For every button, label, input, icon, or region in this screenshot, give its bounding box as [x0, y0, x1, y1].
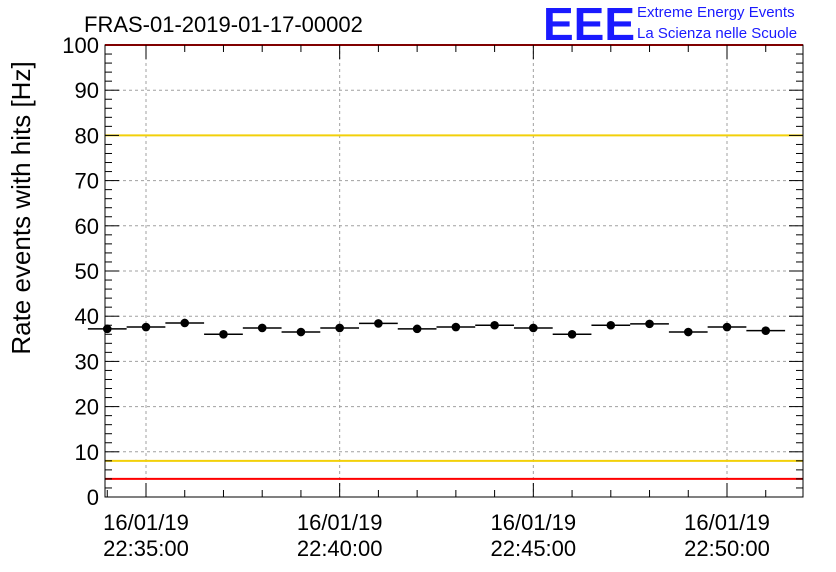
x-tick-date: 16/01/19: [491, 510, 577, 535]
y-tick-labels: 0 10 20 30 40 50 60 70 80 90 100: [62, 33, 99, 510]
data-point: [412, 324, 422, 334]
data-points: [87, 318, 786, 339]
data-point: [257, 323, 267, 333]
y-tick-label: 30: [75, 349, 99, 374]
y-tick-label: 60: [75, 214, 99, 239]
eee-logo: EEE Extreme Energy Events La Scienza nel…: [543, 0, 797, 50]
x-tick-date: 16/01/19: [684, 510, 770, 535]
eee-logo-mark: EEE: [543, 0, 635, 50]
x-tick-date: 16/01/19: [297, 510, 383, 535]
x-tick-label: 16/01/19 22:45:00: [491, 510, 577, 561]
y-tick-label: 10: [75, 440, 99, 465]
data-point: [180, 318, 190, 328]
x-tick-date: 16/01/19: [103, 510, 189, 535]
data-point: [761, 326, 771, 335]
reference-lines: [105, 44, 803, 480]
x-tick-label: 16/01/19 22:40:00: [297, 510, 383, 561]
eee-logo-line2: La Scienza nelle Scuole: [637, 25, 797, 42]
data-point: [490, 320, 499, 330]
y-axis-label: Rate events with hits [Hz]: [6, 61, 36, 354]
x-tick-label: 16/01/19 22:50:00: [684, 510, 770, 561]
x-tick-time: 22:40:00: [297, 536, 383, 561]
data-point: [141, 322, 151, 332]
data-point: [683, 327, 693, 337]
data-point: [606, 320, 616, 330]
eee-logo-line1: Extreme Energy Events: [637, 4, 795, 21]
y-tick-label: 100: [62, 33, 99, 58]
data-point: [451, 322, 461, 332]
data-point: [722, 322, 732, 332]
axes: [104, 44, 804, 498]
data-point: [335, 323, 344, 333]
data-point: [645, 319, 654, 329]
data-point: [219, 329, 228, 339]
x-tick-time: 22:45:00: [491, 536, 577, 561]
x-tick-time: 22:35:00: [103, 536, 189, 561]
y-tick-label: 40: [75, 304, 99, 329]
x-tick-label: 16/01/19 22:35:00: [103, 510, 189, 561]
y-tick-label: 20: [75, 395, 99, 420]
y-tick-label: 0: [87, 485, 99, 510]
data-point: [102, 324, 112, 334]
data-point: [296, 327, 306, 337]
data-point: [374, 319, 383, 328]
data-point: [529, 323, 538, 333]
x-tick-time: 22:50:00: [684, 536, 770, 561]
plot-frame: [104, 44, 804, 498]
y-tick-label: 80: [75, 123, 99, 148]
data-point: [567, 329, 577, 339]
y-tick-label: 50: [75, 259, 99, 284]
y-tick-label: 90: [75, 78, 99, 103]
grid: [105, 45, 803, 497]
chart-title: FRAS-01-2019-01-17-00002: [84, 12, 363, 37]
y-tick-label: 70: [75, 169, 99, 194]
